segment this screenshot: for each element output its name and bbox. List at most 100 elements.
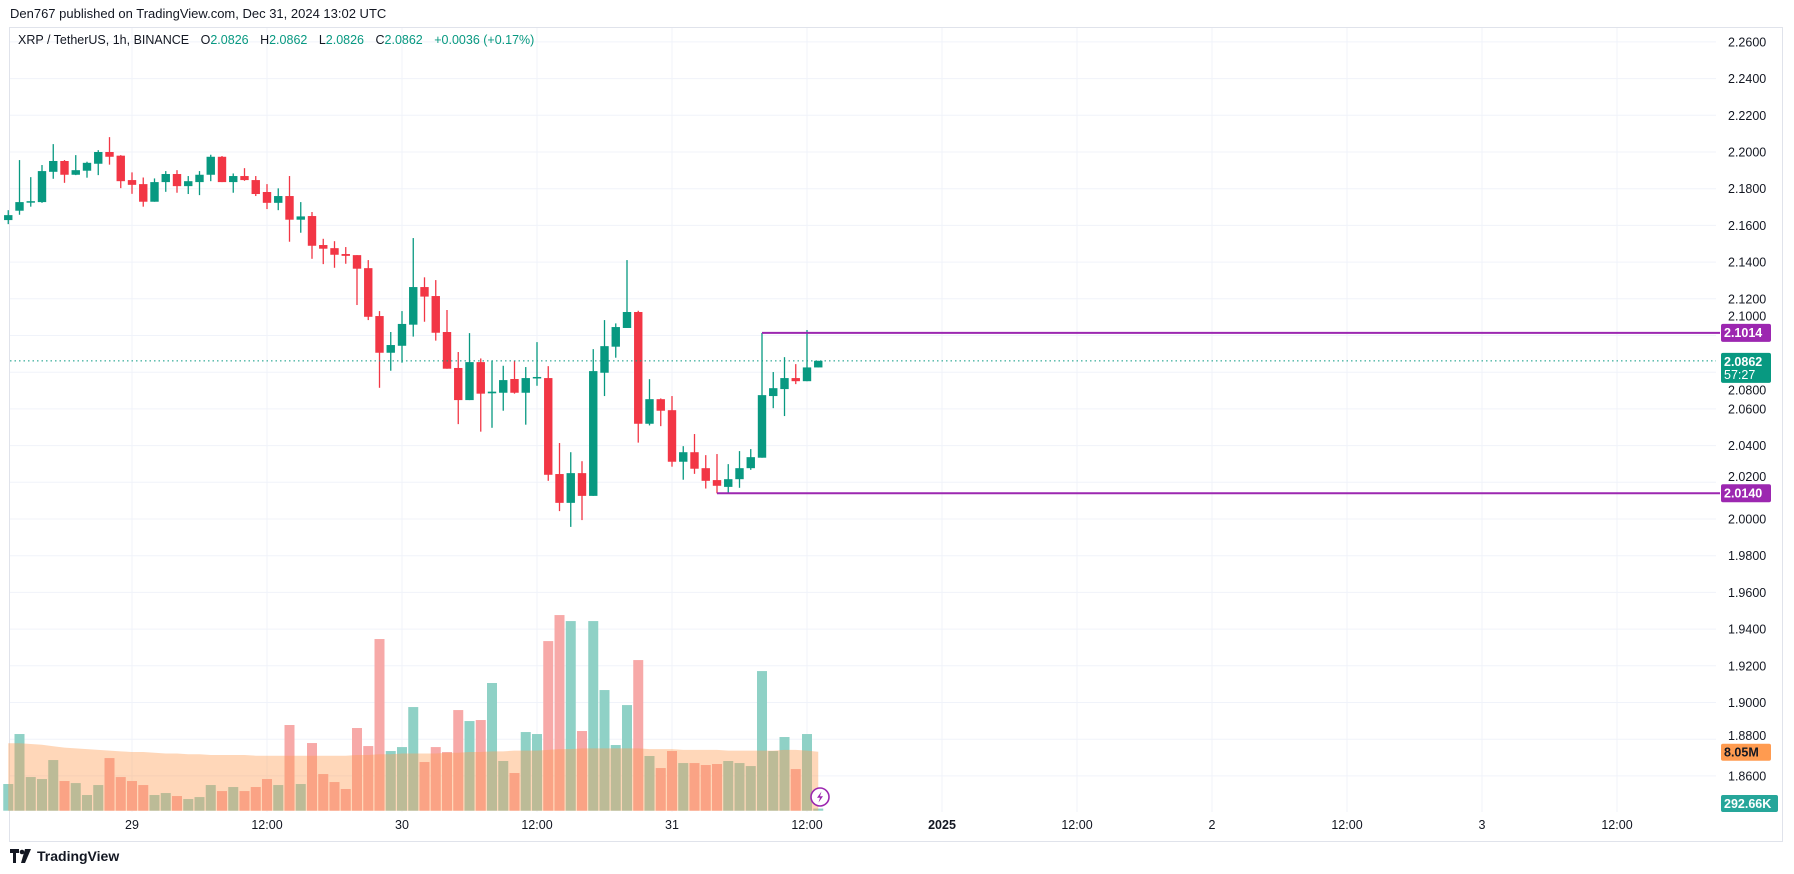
candle-body — [386, 345, 395, 353]
current-price-label-text: 57:27 — [1724, 368, 1755, 382]
volume-bar — [757, 671, 767, 811]
candle-body — [49, 160, 58, 172]
candle-body — [94, 152, 103, 164]
volume-bar — [250, 787, 261, 811]
volume-bar — [768, 751, 779, 811]
price-tick-label: 1.9000 — [1728, 696, 1766, 710]
lightning-icon[interactable] — [810, 787, 830, 807]
low-value: 2.0826 — [325, 33, 365, 47]
volume-bar — [115, 777, 126, 811]
candle-down — [442, 309, 452, 369]
candle-body — [15, 202, 24, 211]
open-value: 2.0826 — [210, 33, 249, 47]
candle-up — [724, 464, 733, 493]
candle-down — [285, 176, 294, 242]
candle-body — [172, 174, 182, 187]
candle-up — [600, 320, 609, 397]
price-tick-label: 2.1800 — [1728, 182, 1766, 196]
candle-body — [37, 171, 47, 203]
candle-down — [330, 241, 339, 268]
candle-body — [251, 180, 260, 195]
volume-bar — [37, 779, 47, 811]
candle-body — [105, 152, 114, 157]
candle-down — [667, 396, 677, 467]
price-tick-label: 2.1600 — [1728, 219, 1766, 233]
candle-body — [802, 367, 812, 382]
candle-down — [690, 434, 699, 474]
candle-body — [442, 332, 452, 369]
volume-bars — [3, 615, 824, 811]
volume-bar — [700, 765, 711, 811]
price-tick-label: 1.9200 — [1728, 659, 1766, 673]
time-tick-label: 29 — [125, 818, 139, 832]
volume-bar — [532, 734, 542, 811]
candle-body — [589, 371, 598, 496]
price-tick-label: 1.9600 — [1728, 586, 1766, 600]
candle-up — [499, 365, 508, 411]
price-tick-label: 2.0600 — [1728, 402, 1766, 416]
candle-body — [769, 388, 778, 397]
candle-body — [465, 362, 474, 401]
volume-bar — [520, 732, 531, 811]
candles — [4, 137, 823, 527]
candle-down — [431, 280, 440, 341]
time-tick-label: 2025 — [928, 818, 956, 832]
volume-bar — [160, 793, 171, 811]
volume-bar — [430, 747, 441, 811]
time-tick-label: 31 — [665, 818, 679, 832]
volume-bar — [183, 799, 194, 811]
time-axis[interactable]: 29 12:00 30 12:00 31 12:00 2025 12:00 2 12:00 3 12:… — [125, 818, 1633, 832]
volume-bar — [734, 763, 745, 811]
candle-body — [532, 376, 542, 379]
candle-down — [307, 212, 317, 259]
tradingview-logo[interactable]: TradingView — [10, 848, 119, 864]
candle-up — [82, 161, 92, 178]
candle-body — [712, 480, 722, 486]
volume-bar — [284, 725, 295, 811]
candle-body — [656, 399, 665, 411]
candle-up — [296, 202, 305, 233]
candle-up — [37, 165, 47, 203]
volume-bar — [554, 615, 565, 811]
price-tick-label: 2.0800 — [1728, 383, 1766, 397]
candle-up — [274, 188, 283, 211]
candle-body — [26, 201, 35, 203]
volume-bar — [374, 639, 385, 811]
brand-name: TradingView — [37, 848, 120, 864]
volume-bar — [498, 761, 509, 811]
volume-bar — [588, 621, 599, 811]
candle-up — [4, 210, 13, 225]
price-tick-label: 1.9800 — [1728, 549, 1766, 563]
symbol-title[interactable]: XRP / TetherUS, 1h, BINANCE — [18, 33, 190, 47]
candle-body — [454, 367, 463, 401]
price-axis[interactable]: 2.2600 2.2400 2.2200 2.2000 2.1800 2.1600 2.14… — [1728, 35, 1766, 783]
candle-body — [127, 180, 137, 185]
resistance-price-label: 2.1014 — [1721, 323, 1771, 342]
volume-bar — [622, 705, 632, 811]
grid — [10, 28, 1716, 812]
volume-bar — [82, 795, 92, 811]
volume-bar — [205, 785, 216, 811]
candle-body — [409, 287, 418, 325]
candle-body — [735, 468, 744, 480]
candle-down — [555, 443, 564, 512]
volume-ma-area — [8, 743, 819, 811]
price-tick-label: 2.1000 — [1728, 309, 1766, 323]
candle-up — [184, 176, 193, 195]
tradingview-logo-icon — [10, 849, 31, 863]
published-by-line: Den767 published on TradingView.com, Dec… — [10, 6, 387, 21]
volume-bar — [745, 766, 756, 811]
volume-bar — [633, 660, 644, 811]
candle-down — [341, 247, 350, 264]
volume-bar — [138, 785, 149, 811]
candle-body — [274, 196, 283, 203]
price-tick-label: 1.8600 — [1728, 769, 1766, 783]
candle-body — [397, 323, 407, 346]
candle-down — [420, 277, 429, 322]
candle-body — [814, 360, 823, 368]
candle-down — [712, 454, 722, 494]
candle-up — [769, 372, 778, 409]
support-price-label-text: 2.0140 — [1724, 486, 1762, 500]
price-tick-label: 1.8800 — [1728, 729, 1766, 743]
